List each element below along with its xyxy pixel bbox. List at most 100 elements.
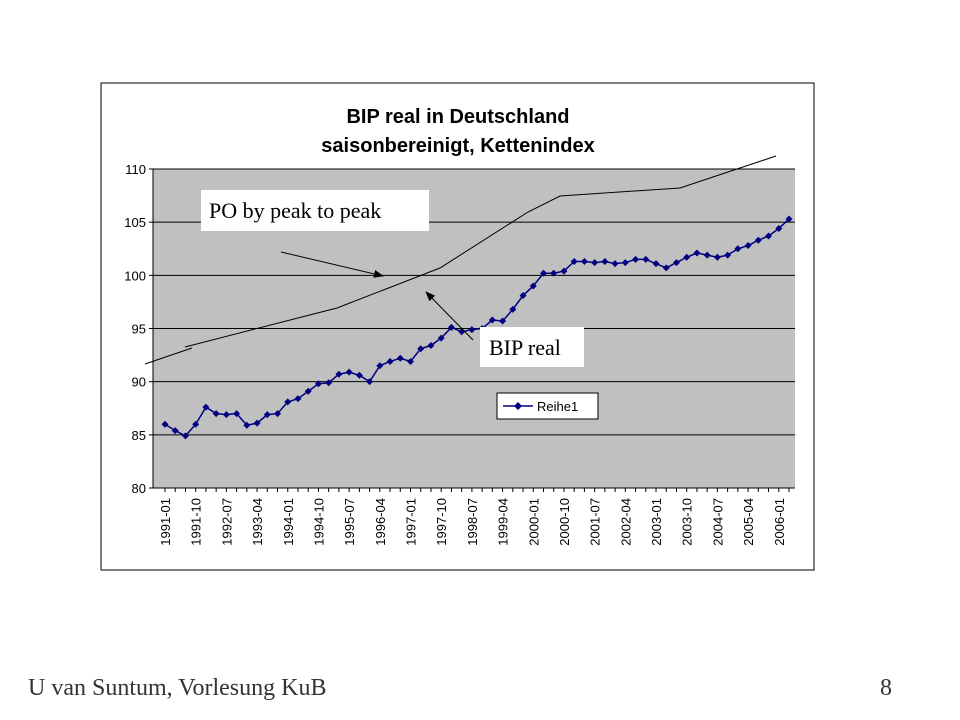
data-point <box>396 354 404 362</box>
x-tick-label: 1997-01 <box>404 498 419 546</box>
data-point <box>355 371 363 379</box>
data-point <box>724 251 732 259</box>
x-tick-label: 1994-01 <box>281 498 296 546</box>
data-point <box>243 421 251 429</box>
y-tick-label: 95 <box>132 322 146 337</box>
page-number: 8 <box>880 675 892 701</box>
data-point <box>550 269 558 277</box>
x-tick-label: 1993-04 <box>250 498 265 546</box>
data-point <box>529 282 537 290</box>
y-tick-label: 105 <box>124 215 146 230</box>
y-tick-label: 90 <box>132 375 146 390</box>
data-point <box>192 420 200 428</box>
x-tick-label: 2003-10 <box>680 498 695 546</box>
x-tick-label: 2004-07 <box>710 498 725 546</box>
annotation: PO by peak to peak <box>209 198 381 223</box>
data-point <box>407 357 415 365</box>
data-point <box>662 264 670 272</box>
data-point <box>499 317 507 325</box>
x-tick-label: 2001-07 <box>588 498 603 546</box>
data-point <box>754 236 762 244</box>
data-point <box>447 323 455 331</box>
data-point <box>785 215 793 223</box>
data-point <box>437 334 445 342</box>
data-point <box>632 255 640 263</box>
data-point <box>580 258 588 266</box>
y-tick-label: 100 <box>124 268 146 283</box>
x-tick-label: 1994-10 <box>311 498 326 546</box>
data-point <box>253 419 261 427</box>
data-point <box>202 403 210 411</box>
data-point <box>642 255 650 263</box>
annotation: BIP real <box>489 335 561 360</box>
data-point <box>161 420 169 428</box>
data-point <box>488 316 496 324</box>
data-point <box>274 410 282 418</box>
arrow <box>425 291 474 341</box>
x-tick-label: 2002-04 <box>618 498 633 546</box>
po-line <box>184 155 777 348</box>
y-tick-label: 85 <box>132 428 146 443</box>
data-point <box>376 362 384 370</box>
data-point <box>560 267 568 275</box>
data-point <box>744 242 752 250</box>
data-point <box>325 379 333 387</box>
chart-title: BIP real in Deutschland <box>346 106 569 128</box>
data-point <box>366 378 374 386</box>
x-tick-label: 1997-10 <box>434 498 449 546</box>
data-point <box>519 292 527 300</box>
x-tick-label: 1991-10 <box>189 498 204 546</box>
data-point <box>734 245 742 253</box>
data-point <box>601 258 609 266</box>
data-point <box>335 370 343 378</box>
data-point <box>509 305 517 313</box>
data-point <box>765 232 773 240</box>
data-point <box>222 411 230 419</box>
data-point <box>304 387 312 395</box>
data-point <box>314 380 322 388</box>
x-tick-label: 2000-10 <box>557 498 572 546</box>
data-point <box>591 259 599 267</box>
data-point <box>386 357 394 365</box>
x-tick-label: 2006-01 <box>772 498 787 546</box>
legend-label: Reihe1 <box>537 399 578 414</box>
data-point <box>345 368 353 376</box>
po-line <box>144 347 193 365</box>
annotation-box <box>480 327 584 367</box>
x-tick-label: 1998-07 <box>465 498 480 546</box>
x-tick-label: 2000-01 <box>526 498 541 546</box>
x-tick-label: 1996-04 <box>373 498 388 546</box>
chart-subtitle: saisonbereinigt, Kettenindex <box>321 135 594 157</box>
arrow <box>280 251 384 278</box>
data-point <box>171 427 179 435</box>
data-point <box>468 326 476 334</box>
data-point <box>427 342 435 350</box>
legend-marker <box>514 402 522 410</box>
data-point <box>652 260 660 268</box>
data-point <box>611 260 619 268</box>
y-tick-label: 80 <box>132 481 146 496</box>
x-tick-label: 2003-01 <box>649 498 664 546</box>
data-point <box>693 249 701 257</box>
plot: 80 85 90 95 100 105 110 1991-01 1991-10 1992-07 19… <box>124 162 795 546</box>
footer-author: U van Suntum, Vorlesung KuB <box>28 675 326 701</box>
data-point <box>181 432 189 440</box>
data-point <box>775 225 783 233</box>
data-point <box>683 253 691 261</box>
x-tick-label: 1995-07 <box>342 498 357 546</box>
data-point <box>417 345 425 353</box>
data-point <box>539 269 547 277</box>
data-point <box>703 251 711 259</box>
data-point <box>284 398 292 406</box>
y-tick-label: 110 <box>125 162 146 177</box>
annotation-box <box>201 190 429 231</box>
data-point <box>672 259 680 267</box>
data-point <box>233 410 241 418</box>
data-point <box>713 253 721 261</box>
data-point <box>621 259 629 267</box>
data-point <box>263 411 271 419</box>
data-point <box>294 395 302 403</box>
x-tick-label: 1999-04 <box>496 498 511 546</box>
x-tick-label: 1991-01 <box>158 498 173 546</box>
